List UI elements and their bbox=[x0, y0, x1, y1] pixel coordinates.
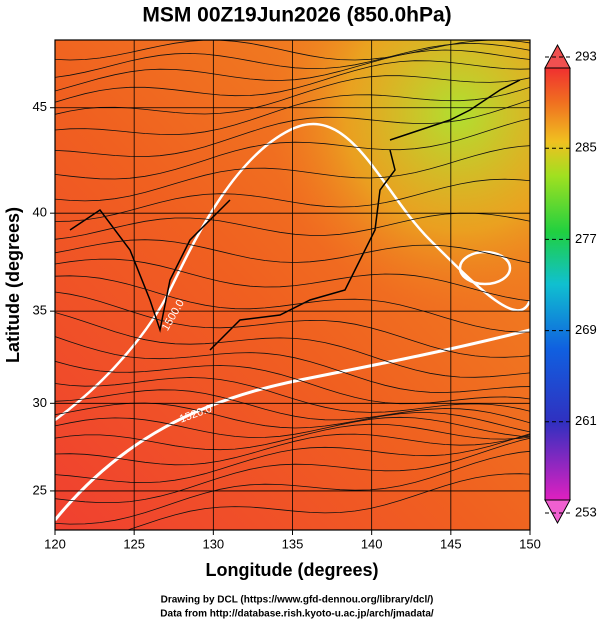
credit: Data from http://database.rish.kyoto-u.a… bbox=[160, 609, 434, 620]
streamline bbox=[55, 178, 530, 222]
y-axis-label: Latitude (degrees) bbox=[3, 207, 23, 363]
contour-line bbox=[458, 250, 512, 286]
y-tick-label: 30 bbox=[33, 395, 47, 410]
colorbar-tick-label: 293 bbox=[575, 48, 597, 63]
credit: Drawing by DCL (https://www.gfd-dennou.o… bbox=[161, 595, 434, 606]
y-tick-label: 25 bbox=[33, 482, 47, 497]
streamline bbox=[55, 402, 530, 433]
streamline bbox=[55, 42, 530, 78]
colorbar-extend bbox=[544, 499, 571, 525]
streamline bbox=[55, 49, 530, 92]
streamline bbox=[55, 239, 530, 264]
x-tick-label: 125 bbox=[123, 536, 145, 551]
map-area bbox=[55, 40, 530, 530]
streamline bbox=[55, 450, 530, 525]
streamline bbox=[55, 118, 530, 180]
contour-line bbox=[55, 122, 530, 422]
x-axis-label: Longitude (degrees) bbox=[205, 560, 378, 580]
streamline bbox=[55, 312, 530, 378]
y-tick-label: 45 bbox=[33, 99, 47, 114]
colorbar bbox=[544, 67, 571, 501]
colorbar-tick-label: 285 bbox=[575, 140, 597, 155]
x-tick-label: 135 bbox=[282, 536, 304, 551]
x-tick-label: 120 bbox=[44, 536, 66, 551]
streamline bbox=[126, 473, 530, 530]
streamline bbox=[55, 423, 530, 451]
x-tick-label: 140 bbox=[361, 536, 383, 551]
streamline bbox=[55, 275, 530, 333]
streamline bbox=[55, 60, 530, 103]
streamline bbox=[55, 360, 530, 405]
streamline bbox=[55, 212, 530, 240]
colorbar-tick-label: 269 bbox=[575, 322, 597, 337]
coastline bbox=[209, 149, 396, 351]
streamline bbox=[55, 433, 530, 466]
streamline bbox=[55, 145, 530, 202]
y-tick-label: 40 bbox=[33, 205, 47, 220]
coastline bbox=[389, 79, 521, 141]
colorbar-tick-label: 261 bbox=[575, 413, 597, 428]
x-tick-label: 150 bbox=[519, 536, 541, 551]
streamline bbox=[55, 99, 530, 158]
streamline bbox=[55, 377, 530, 413]
colorbar-tick-label: 277 bbox=[575, 231, 597, 246]
streamline bbox=[55, 416, 530, 438]
streamline bbox=[55, 336, 530, 393]
streamline bbox=[55, 291, 530, 358]
y-tick-label: 35 bbox=[33, 303, 47, 318]
x-tick-label: 145 bbox=[440, 536, 462, 551]
streamline bbox=[55, 258, 530, 302]
title: MSM 00Z19Jun2026 (850.0hPa) bbox=[142, 4, 451, 27]
colorbar-extend bbox=[544, 43, 571, 69]
colorbar-tick-label: 253 bbox=[575, 504, 597, 519]
x-tick-label: 130 bbox=[202, 536, 224, 551]
streamline bbox=[55, 437, 530, 503]
streamline bbox=[55, 389, 530, 424]
streamline bbox=[55, 433, 530, 484]
